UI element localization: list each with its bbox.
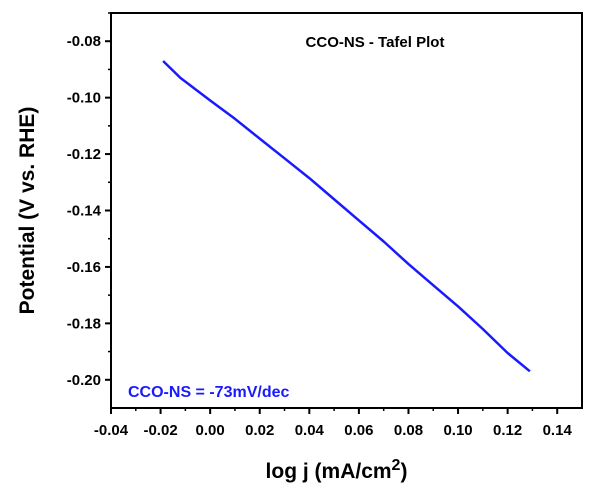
y-tick-label: -0.08 xyxy=(67,33,101,50)
x-tick-label: -0.02 xyxy=(143,422,177,439)
x-tick-label: 0.02 xyxy=(245,422,274,439)
y-axis-title: Potential (V vs. RHE) xyxy=(16,107,39,315)
series-line xyxy=(162,60,531,373)
y-tick-label: -0.16 xyxy=(67,259,101,276)
series-layer xyxy=(162,60,531,373)
y-tick-label: -0.10 xyxy=(67,90,101,107)
x-axis: -0.04 -0.02 0.00 0.02 0.04 0.06 0.08 0.10 0.12 0.… xyxy=(94,408,573,439)
x-tick-label: 0.08 xyxy=(394,422,423,439)
x-tick-label: -0.04 xyxy=(94,422,129,439)
y-axis: -0.08 -0.10 -0.12 -0.14 -0.16 -0.18 -0.20 xyxy=(67,12,111,389)
x-axis-title-superscript: 2 xyxy=(392,457,401,474)
y-tick-label: -0.12 xyxy=(67,146,101,163)
y-tick-label: -0.20 xyxy=(67,372,101,389)
y-tick-label: -0.18 xyxy=(67,315,101,332)
x-tick-label: 0.00 xyxy=(196,422,225,439)
x-tick-label: 0.14 xyxy=(543,422,573,439)
x-axis-title-close: ) xyxy=(400,460,407,483)
x-tick-label: 0.10 xyxy=(443,422,472,439)
slope-annotation: CCO-NS = -73mV/dec xyxy=(128,384,289,401)
x-tick-label: 0.06 xyxy=(344,422,373,439)
x-tick-label: 0.04 xyxy=(295,422,325,439)
chart-title: CCO-NS - Tafel Plot xyxy=(306,34,445,51)
x-axis-title: log j (mA/cm2) xyxy=(266,457,408,483)
x-tick-label: 0.12 xyxy=(493,422,522,439)
x-axis-title-main: log j (mA/cm xyxy=(266,460,392,483)
y-tick-label: -0.14 xyxy=(67,203,102,220)
